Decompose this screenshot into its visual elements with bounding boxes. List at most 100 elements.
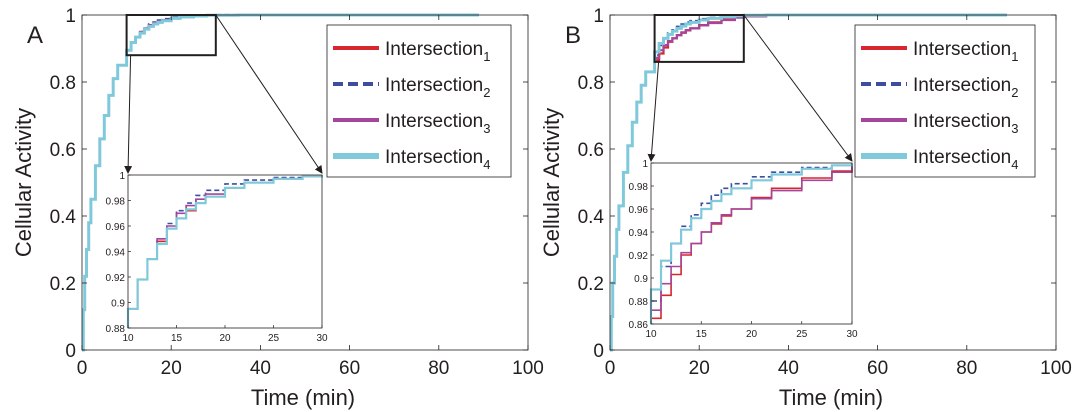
legend-label-text: Intersection [913,111,1011,132]
x-tick-label: 100 [512,358,544,379]
legend-label-3: Intersection3 [913,111,1018,136]
legend-label-subscript: 1 [1011,49,1018,64]
inset-y-tick-label: 0.88 [629,297,649,308]
inset-y-tick-label: 0.86 [629,320,649,331]
chart-panel-B: B 0 20 40 60 80 100 0 0.2 0.4 0.6 0.8 1 Time (min) Cel… [539,6,1072,410]
inset-background [128,175,322,328]
y-axis-label: Cellular Activity [539,108,564,257]
inset-series-group [649,163,854,324]
x-tick-label: 40 [250,358,271,379]
inset-y-tick-label: 0.96 [629,205,649,216]
plot-area-frame [81,14,529,351]
inset-series-line-4 [649,163,854,324]
inset-y-tick-label: 0.92 [629,251,649,262]
inset-x-tick-label: 20 [219,333,231,344]
legend-label-text: Intersection [913,75,1011,96]
y-tick-label: 0.8 [578,73,604,94]
legend-label-1: Intersection1 [385,39,490,64]
y-tick-label: 1 [65,6,76,27]
legend-label-text: Intersection [385,111,483,132]
x-tick-label: 0 [77,358,88,379]
plot-area-frame [609,14,1057,351]
legend-label-subscript: 3 [483,121,490,136]
legend-label-subscript: 1 [483,49,490,64]
legend-label-text: Intersection [385,75,483,96]
zoom-box [653,14,745,63]
inset-series-group [126,175,324,328]
y-tick-label: 1 [593,6,604,27]
zoom-connector-left [124,55,133,174]
y-tick-label: 0 [593,341,604,362]
inset-x-tick-label: 15 [696,329,708,340]
legend-label-2: Intersection2 [385,75,490,100]
legend-box [854,24,1036,178]
inset-series-line-2 [127,175,323,328]
legend-label-subscript: 4 [483,157,490,172]
inset-background [651,163,852,324]
legend-box [326,24,512,178]
inset-y-tick-label: 0.98 [106,197,126,208]
y-tick-label: 0.4 [578,207,605,228]
inset-x-tick-label: 15 [171,333,183,344]
y-tick-label: 0.2 [578,274,604,295]
legend-label-4: Intersection4 [385,147,490,172]
y-tick-label: 0.6 [578,140,604,161]
inset-x-tick-label: 20 [746,329,758,340]
x-tick-label: 0 [605,358,616,379]
inset-x-tick-label: 30 [316,333,328,344]
inset-y-tick-label: 0.94 [629,228,649,239]
x-axis-label: Time (min) [251,385,355,410]
x-axis-label: Time (min) [779,385,883,410]
x-tick-label: 20 [161,358,182,379]
inset-y-tick-label: 0.92 [106,273,126,284]
legend-label-subscript: 2 [1011,85,1018,100]
inset-series-line-3 [650,163,853,324]
legend-label-1: Intersection1 [913,39,1018,64]
legend-label-text: Intersection [913,147,1011,168]
panel-label: A [27,22,43,49]
legend-label-text: Intersection [913,39,1011,60]
y-tick-label: 0.8 [50,73,76,94]
legend-label-subscript: 4 [1011,157,1018,172]
legend-label-subscript: 2 [483,85,490,100]
inset-y-tick-label: 0.98 [629,182,649,193]
inset-x-tick-label: 25 [268,333,280,344]
legend-label-2: Intersection2 [913,75,1018,100]
legend-label-subscript: 3 [1011,121,1018,136]
legend-label-text: Intersection [385,39,483,60]
inset-x-tick-label: 10 [122,333,134,344]
x-tick-label: 80 [428,358,449,379]
legend-label-text: Intersection [385,147,483,168]
y-tick-label: 0.2 [50,274,76,295]
zoom-connector-left [647,61,660,162]
x-tick-label: 60 [339,358,360,379]
zoom-connector-right [215,14,323,174]
chart-panel-A: A 0 20 40 60 80 100 0 0.2 0.4 0.6 0.8 1 Time (min) Cel… [11,6,544,410]
x-tick-label: 20 [689,358,710,379]
inset-y-tick-label: 0.9 [634,274,648,285]
zoom-box [125,14,217,57]
inset-y-tick-label: 0.88 [106,324,126,335]
x-tick-label: 100 [1040,358,1072,379]
inset-y-tick-label: 0.9 [111,299,125,310]
inset-x-tick-label: 25 [796,329,808,340]
inset-x-tick-label: 30 [846,329,858,340]
x-tick-label: 40 [778,358,799,379]
y-tick-label: 0.4 [50,207,77,228]
inset-y-tick-label: 0.96 [106,222,126,233]
inset-y-tick-label: 1 [642,159,648,170]
inset-series-line-4 [126,175,324,328]
panel-label: B [565,22,581,49]
inset-y-tick-label: 1 [119,171,125,182]
y-tick-label: 0.6 [50,140,76,161]
inset-x-tick-label: 10 [645,329,657,340]
inset-y-tick-label: 0.94 [106,248,126,259]
legend-label-4: Intersection4 [913,147,1018,172]
zoom-connector-right [743,14,853,162]
y-tick-label: 0 [65,341,76,362]
y-axis-label: Cellular Activity [11,108,36,257]
x-tick-label: 80 [956,358,977,379]
x-tick-label: 60 [867,358,888,379]
legend-label-3: Intersection3 [385,111,490,136]
